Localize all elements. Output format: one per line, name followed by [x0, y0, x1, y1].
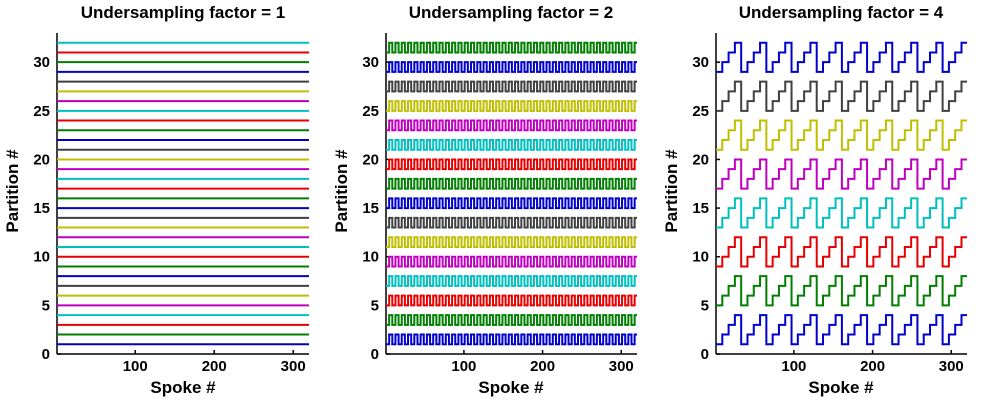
x-tick-label: 300	[939, 358, 964, 375]
series-line	[716, 80, 967, 112]
panel-undersampling-1: Undersampling factor = 1 Spoke # Partiti…	[3, 3, 309, 397]
y-tick-label: 20	[692, 151, 709, 168]
series-line	[386, 216, 637, 229]
series-line	[386, 294, 637, 307]
series-line	[716, 41, 967, 73]
series-line	[386, 275, 637, 287]
x-tick-label: 200	[202, 358, 227, 375]
y-tick-label: 20	[33, 151, 50, 168]
series-line	[386, 177, 637, 190]
y-tick-label: 15	[362, 200, 379, 217]
series-line	[386, 333, 637, 346]
x-tick-label: 200	[860, 358, 885, 375]
series-line	[386, 236, 637, 248]
series-line	[386, 61, 637, 73]
y-tick-label: 5	[42, 297, 50, 314]
x-tick-label: 100	[123, 358, 148, 375]
x-tick-label: 300	[609, 358, 634, 375]
series-line	[386, 314, 637, 326]
panel-title: Undersampling factor = 2	[409, 3, 614, 22]
x-axis-label: Spoke #	[478, 378, 544, 397]
series-line	[716, 158, 967, 190]
y-tick-label: 5	[701, 297, 709, 314]
y-axis-label: Partition #	[332, 149, 351, 233]
series-line	[716, 314, 967, 346]
x-tick-label: 300	[281, 358, 306, 375]
series-line	[386, 158, 637, 171]
panel-title: Undersampling factor = 1	[81, 3, 286, 22]
series-line	[386, 80, 637, 93]
panel-title: Undersampling factor = 4	[739, 3, 944, 22]
y-tick-label: 0	[371, 346, 379, 363]
series-line	[386, 255, 637, 268]
y-tick-label: 25	[692, 103, 709, 120]
y-tick-label: 30	[33, 54, 50, 71]
y-tick-label: 15	[692, 200, 709, 217]
y-tick-label: 5	[371, 297, 379, 314]
y-tick-label: 15	[33, 200, 50, 217]
y-tick-label: 0	[42, 346, 50, 363]
series-line	[386, 119, 637, 132]
series-line	[716, 197, 967, 229]
x-axis-label: Spoke #	[808, 378, 874, 397]
y-tick-label: 30	[362, 54, 379, 71]
y-tick-label: 20	[362, 151, 379, 168]
y-tick-label: 30	[692, 54, 709, 71]
y-tick-label: 25	[33, 103, 50, 120]
y-tick-label: 10	[362, 249, 379, 266]
x-tick-label: 100	[781, 358, 806, 375]
series-line	[386, 100, 637, 112]
y-tick-label: 25	[362, 103, 379, 120]
series-line	[386, 41, 637, 54]
y-tick-label: 10	[692, 249, 709, 266]
panel-undersampling-2: Undersampling factor = 2 Spoke # Partiti…	[332, 3, 637, 397]
series-line	[716, 275, 967, 307]
series-line	[716, 119, 967, 151]
y-axis-label: Partition #	[662, 149, 681, 233]
x-tick-label: 200	[530, 358, 555, 375]
x-axis-label: Spoke #	[150, 378, 216, 397]
x-tick-label: 100	[451, 358, 476, 375]
series-line	[386, 139, 637, 151]
series-line	[386, 197, 637, 210]
y-axis-label: Partition #	[3, 149, 22, 233]
y-tick-label: 10	[33, 249, 50, 266]
series-line	[716, 236, 967, 268]
y-tick-label: 0	[701, 346, 709, 363]
panel-undersampling-4: Undersampling factor = 4 Spoke # Partiti…	[662, 3, 967, 397]
